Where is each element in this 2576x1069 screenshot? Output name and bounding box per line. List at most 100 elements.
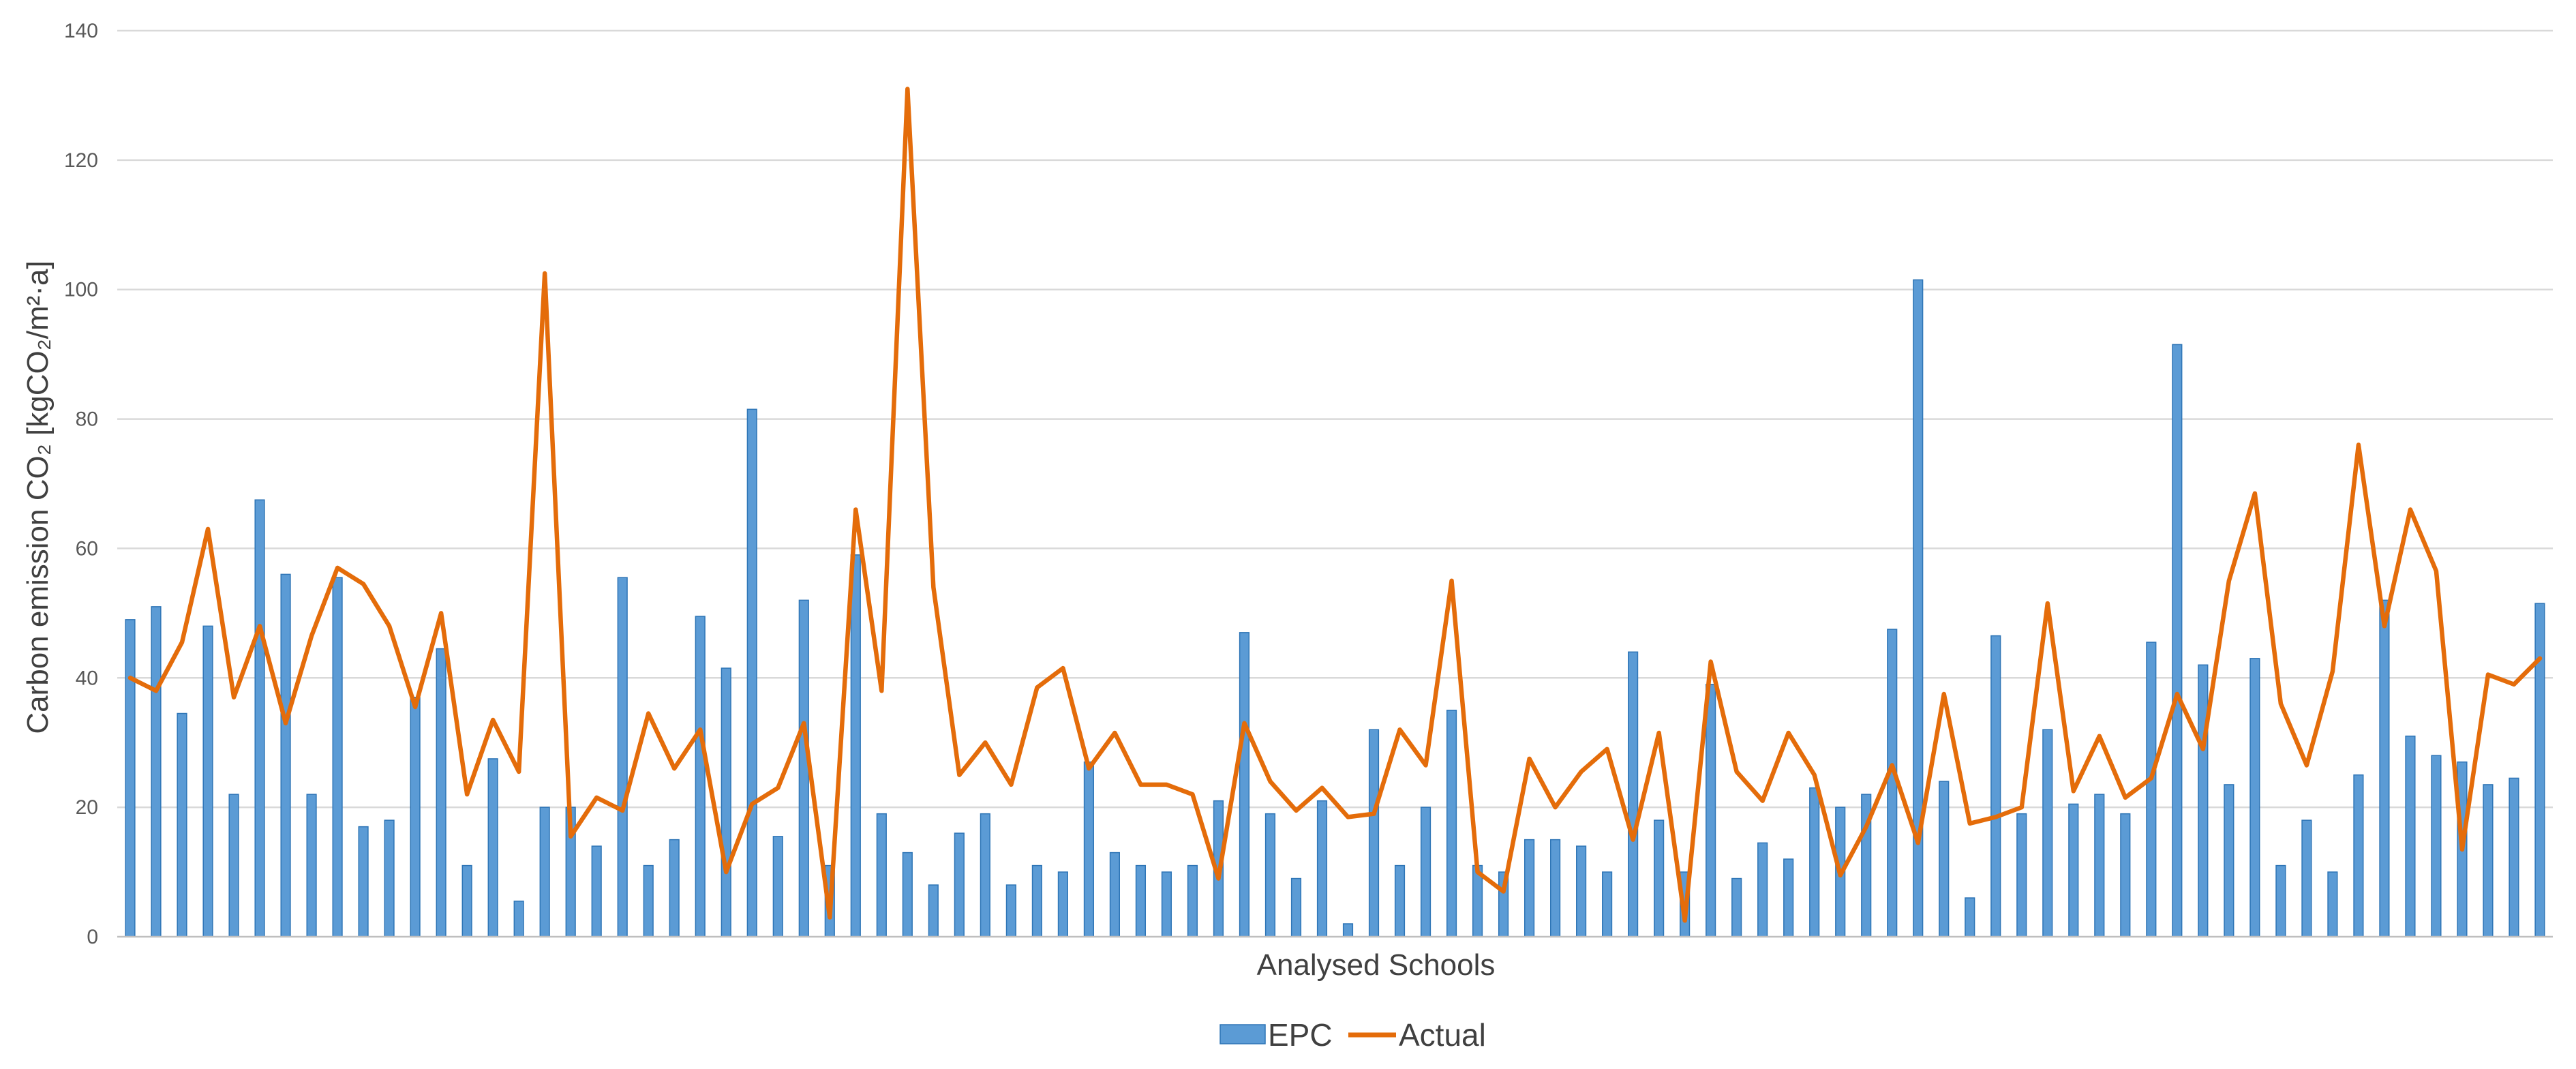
epc-bar [1965, 897, 1975, 937]
y-tick-label: 100 [64, 279, 98, 301]
epc-bar [1809, 787, 1820, 937]
epc-bar [1187, 864, 1198, 937]
epc-bar [306, 794, 317, 937]
epc-bar [1628, 651, 1639, 937]
epc-bar [1939, 781, 1950, 937]
epc-bar [1109, 852, 1120, 937]
epc-bar [1264, 813, 1276, 937]
epc-bar [2301, 819, 2312, 937]
legend-actual-label: Actual [1399, 1017, 1486, 1053]
epc-bar [2068, 803, 2079, 937]
y-axis-ticks: 0 20 40 60 80 100 120 140 [64, 20, 98, 948]
x-axis-title: Analysed Schools [1257, 948, 1496, 982]
epc-bar [850, 554, 861, 937]
y-axis-title: Carbon emission CO₂ [kgCO₂/m²·a] [21, 260, 55, 734]
epc-bar [1342, 923, 1354, 937]
epc-bar [2483, 784, 2494, 937]
epc-bar [772, 836, 783, 937]
epc-bar [928, 884, 939, 937]
epc-bar [669, 839, 680, 937]
epc-bar [1316, 800, 1328, 937]
epc-bar [1654, 819, 1665, 937]
legend-epc-swatch [1219, 1024, 1266, 1044]
actual-series-line [127, 87, 2543, 923]
epc-bar [1394, 864, 1406, 937]
epc-bar [1161, 871, 1172, 937]
epc-bar [2042, 729, 2053, 937]
gridlines [117, 29, 2553, 809]
epc-bar [1290, 877, 1302, 937]
legend-epc-label: EPC [1268, 1017, 1333, 1053]
epc-bar [1005, 884, 1016, 937]
y-tick-label: 60 [76, 537, 98, 560]
y-tick-label: 120 [64, 149, 98, 172]
epc-bar [384, 819, 395, 937]
epc-bar [2327, 871, 2338, 937]
epc-bar [2016, 813, 2027, 937]
epc-bar [1550, 839, 1561, 937]
epc-bar [1057, 871, 1068, 937]
epc-bar [2509, 777, 2519, 937]
epc-bar [2431, 755, 2442, 937]
epc-bars [125, 279, 2545, 937]
epc-bar [617, 577, 628, 937]
epc-bar [1135, 864, 1147, 937]
epc-bar [1368, 729, 1380, 937]
epc-bar [2275, 864, 2286, 937]
epc-bar [254, 499, 265, 937]
epc-bar [1731, 877, 1742, 937]
epc-bar [280, 573, 291, 937]
epc-bar [125, 619, 136, 937]
y-tick-label: 20 [76, 796, 98, 819]
epc-bar [1420, 807, 1431, 937]
epc-bar [1031, 864, 1042, 937]
epc-bar [1524, 839, 1535, 937]
epc-bar [2353, 774, 2364, 937]
epc-bar [332, 577, 343, 937]
legend: EPC Actual [1219, 1017, 1486, 1053]
epc-bar [2120, 813, 2131, 937]
epc-bar [436, 648, 446, 937]
epc-bar [2405, 735, 2416, 937]
epc-bar [2146, 642, 2157, 937]
epc-bar [177, 712, 187, 937]
epc-bar [2379, 599, 2390, 937]
epc-bar [1083, 761, 1094, 937]
epc-bar [798, 599, 809, 937]
epc-bar [151, 606, 162, 937]
epc-bar [487, 758, 498, 937]
epc-bar [1706, 684, 1716, 937]
epc-bar [539, 807, 550, 937]
epc-bar [1783, 858, 1794, 937]
epc-bar [1887, 629, 1898, 937]
epc-bar [980, 813, 990, 937]
epc-bar [1602, 871, 1613, 937]
y-tick-label: 40 [76, 667, 98, 689]
epc-bar [202, 625, 213, 937]
epc-bar [954, 832, 965, 937]
epc-bar [410, 697, 421, 937]
epc-bar [1239, 632, 1250, 937]
epc-bar [461, 864, 472, 937]
epc-bar [695, 616, 706, 937]
epc-bar [2534, 603, 2545, 937]
epc-bar [591, 845, 602, 937]
epc-bar [876, 813, 887, 937]
epc-bar [643, 864, 654, 937]
epc-bar [228, 794, 239, 937]
y-tick-label: 80 [76, 408, 98, 431]
epc-bar [1990, 635, 2001, 937]
y-tick-label: 140 [64, 20, 98, 42]
epc-bar [2172, 344, 2183, 937]
epc-bar [2224, 784, 2234, 937]
epc-bar [902, 852, 913, 937]
epc-bar [746, 408, 757, 937]
epc-bar [1757, 842, 1768, 937]
epc-bar [1446, 710, 1457, 937]
y-tick-label: 0 [87, 926, 98, 948]
epc-bar [2249, 658, 2260, 937]
epc-bar [1576, 845, 1587, 937]
epc-bar [2094, 794, 2105, 937]
